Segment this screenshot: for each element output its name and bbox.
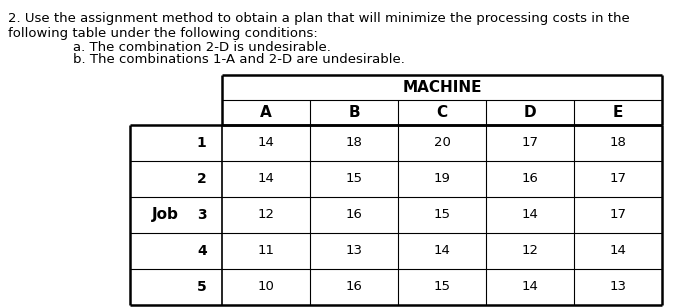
Text: 16: 16 — [346, 281, 363, 294]
Text: 18: 18 — [610, 136, 626, 149]
Text: following table under the following conditions:: following table under the following cond… — [8, 27, 318, 40]
Text: 14: 14 — [610, 245, 626, 257]
Text: A: A — [260, 105, 272, 120]
Text: 2: 2 — [197, 172, 207, 186]
Text: 3: 3 — [197, 208, 207, 222]
Text: 14: 14 — [433, 245, 450, 257]
Text: 13: 13 — [610, 281, 626, 294]
Text: B: B — [348, 105, 360, 120]
Text: 14: 14 — [258, 136, 275, 149]
Text: 4: 4 — [197, 244, 207, 258]
Text: 12: 12 — [258, 209, 275, 221]
Text: E: E — [613, 105, 623, 120]
Text: 1: 1 — [197, 136, 207, 150]
Text: 17: 17 — [610, 172, 626, 185]
Text: b. The combinations 1-A and 2-D are undesirable.: b. The combinations 1-A and 2-D are unde… — [73, 53, 405, 66]
Text: 12: 12 — [521, 245, 538, 257]
Text: 17: 17 — [610, 209, 626, 221]
Text: 11: 11 — [258, 245, 275, 257]
Text: a. The combination 2-D is undesirable.: a. The combination 2-D is undesirable. — [73, 41, 331, 54]
Text: 5: 5 — [197, 280, 207, 294]
Text: 15: 15 — [346, 172, 363, 185]
Text: 15: 15 — [433, 209, 450, 221]
Text: 2. Use the assignment method to obtain a plan that will minimize the processing : 2. Use the assignment method to obtain a… — [8, 12, 630, 25]
Text: 14: 14 — [521, 281, 538, 294]
Text: Job: Job — [151, 208, 178, 222]
Text: 17: 17 — [521, 136, 538, 149]
Text: 20: 20 — [433, 136, 450, 149]
Text: 14: 14 — [258, 172, 275, 185]
Text: D: D — [523, 105, 536, 120]
Text: 10: 10 — [258, 281, 275, 294]
Text: 13: 13 — [346, 245, 363, 257]
Text: 15: 15 — [433, 281, 450, 294]
Text: 16: 16 — [521, 172, 538, 185]
Text: 14: 14 — [521, 209, 538, 221]
Text: C: C — [437, 105, 447, 120]
Text: 18: 18 — [346, 136, 363, 149]
Text: MACHINE: MACHINE — [402, 80, 482, 95]
Text: 19: 19 — [433, 172, 450, 185]
Text: 16: 16 — [346, 209, 363, 221]
